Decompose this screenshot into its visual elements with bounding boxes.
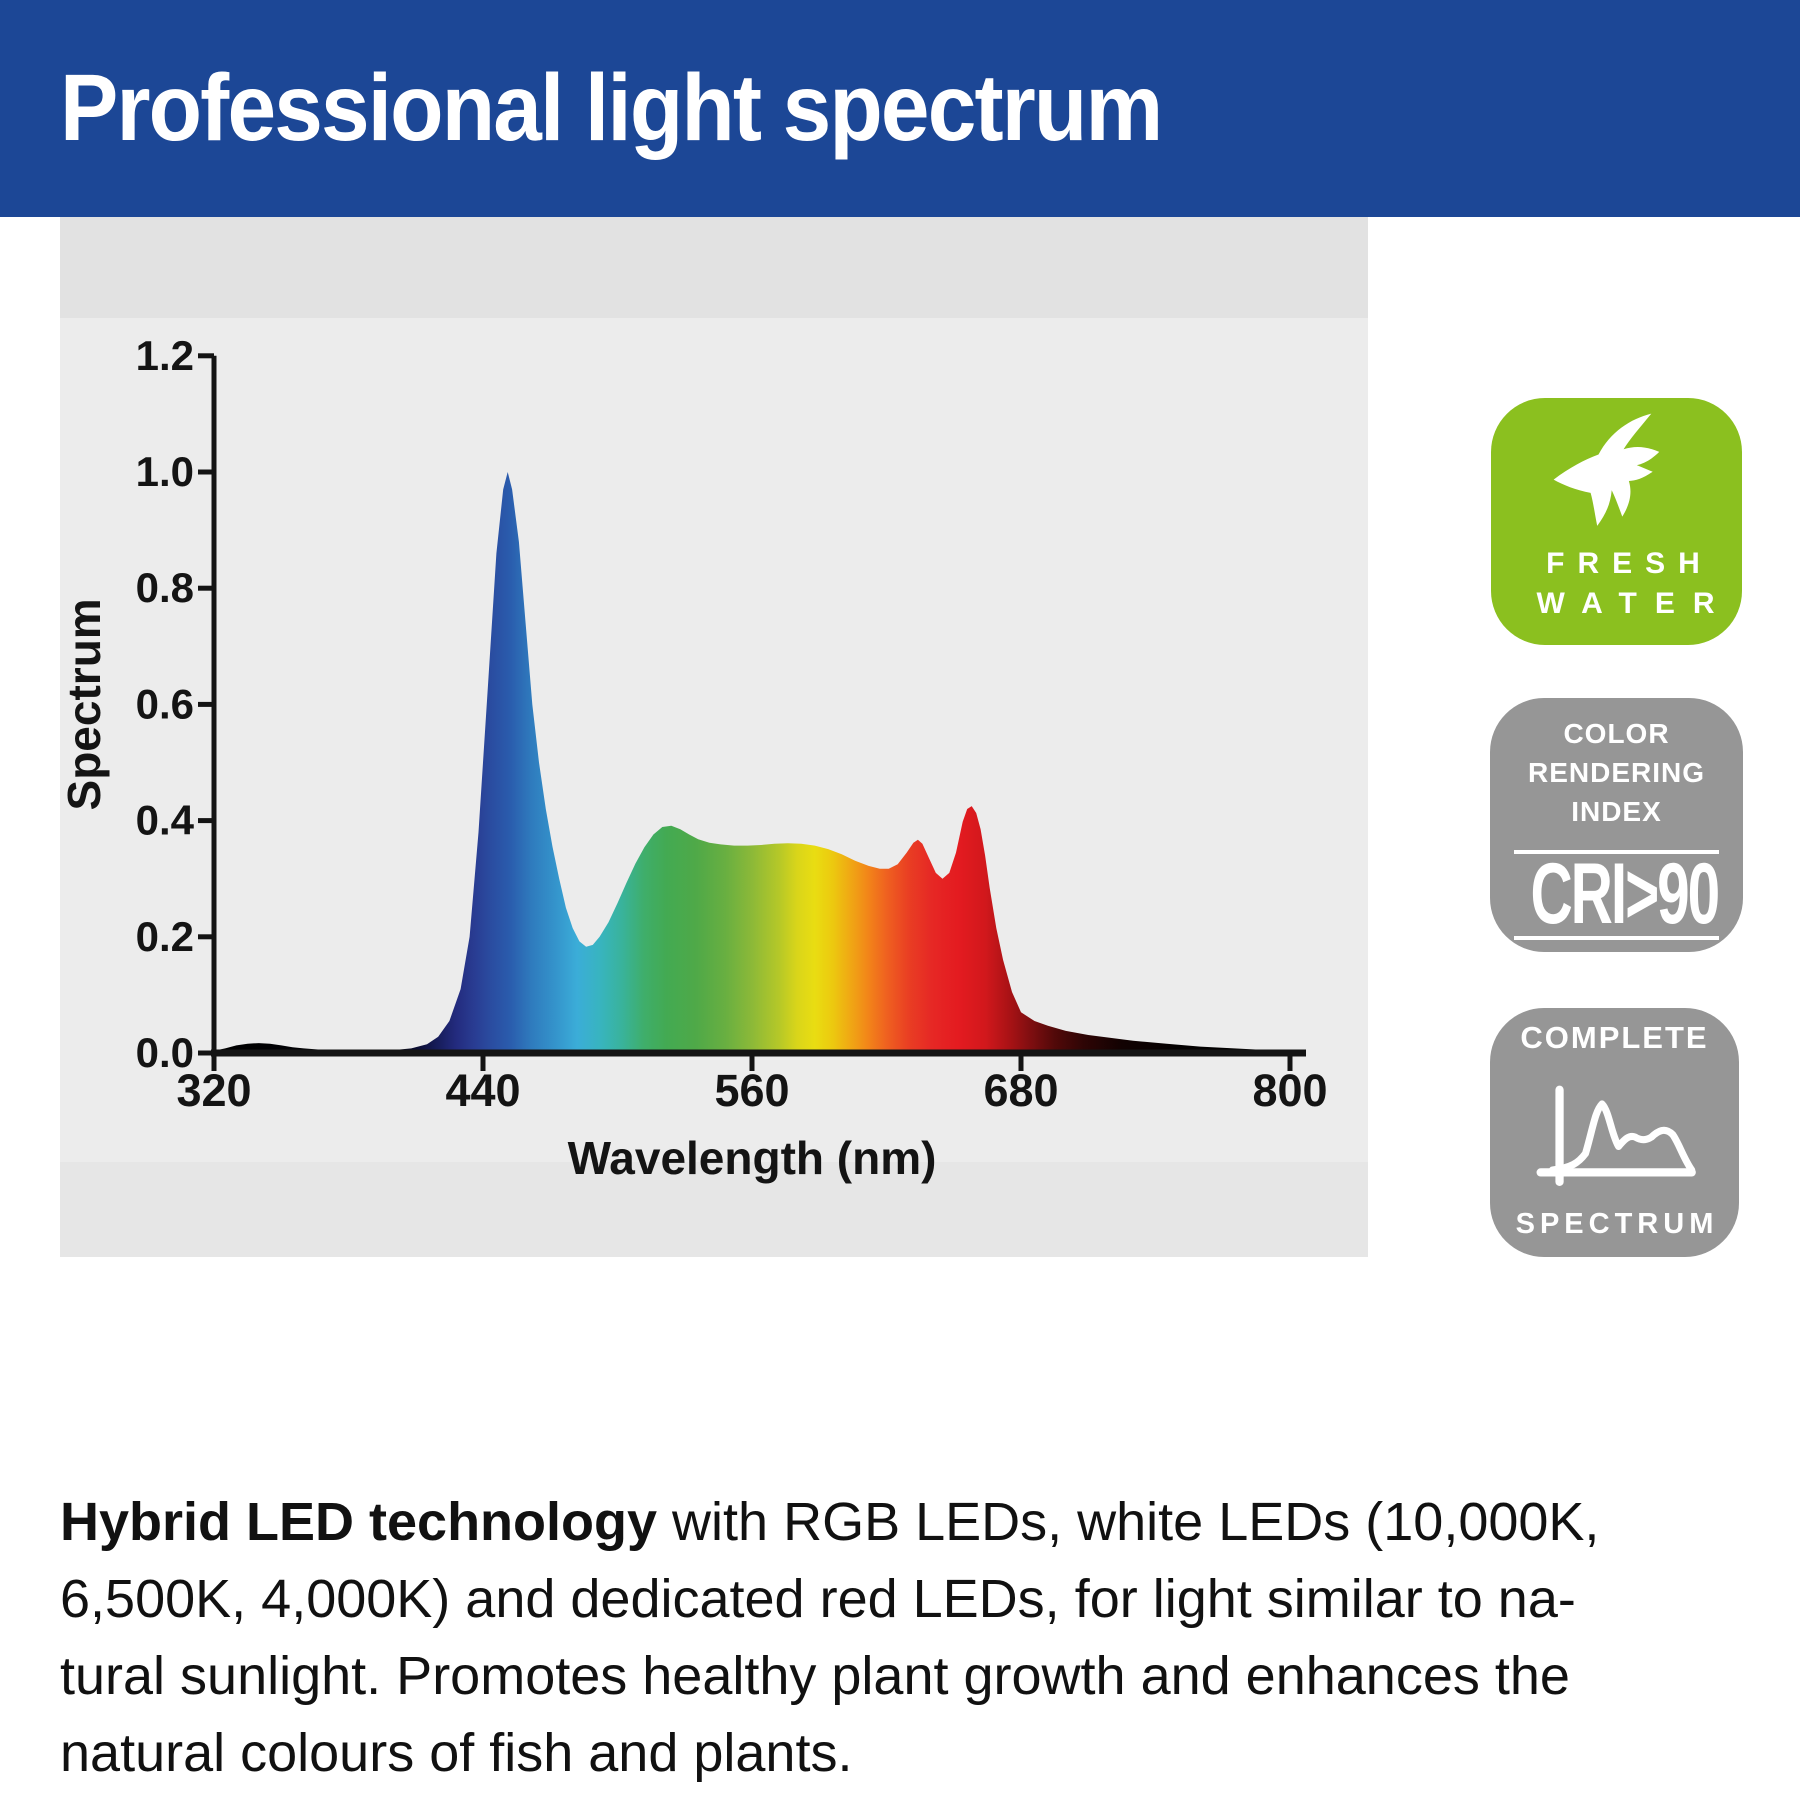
description-paragraph: Hybrid LED technology with RGB LEDs, whi…: [60, 1484, 1760, 1792]
spectrum-curve-icon: [1536, 1085, 1696, 1186]
cri-header-line: COLOR: [1563, 718, 1670, 749]
svg-text:800: 800: [1252, 1065, 1327, 1116]
cri-header-line: INDEX: [1571, 796, 1662, 827]
svg-text:320: 320: [176, 1065, 251, 1116]
svg-text:560: 560: [714, 1065, 789, 1116]
svg-text:1.2: 1.2: [136, 332, 194, 379]
fresh-water-badge: FRESH WATER: [1491, 398, 1742, 645]
svg-text:0.2: 0.2: [136, 913, 194, 960]
panel-bottom-band: [60, 1162, 1368, 1257]
svg-text:Spectrum: Spectrum: [60, 598, 110, 810]
spectrum-chart: 0.0 0.2 0.4 0.6 0.8 1.0 1.2 320 440 560 680 800 Wave…: [60, 332, 1328, 1184]
cri-badge-header: COLOR RENDERING INDEX: [1490, 714, 1743, 831]
svg-text:Wavelength (nm): Wavelength (nm): [568, 1132, 937, 1184]
paragraph-bold-lead: Hybrid LED technology: [60, 1492, 658, 1552]
paragraph-line: natural colours of fish and plants.: [60, 1723, 853, 1783]
panel-top-band: [60, 217, 1368, 318]
cri-divider-top: [1514, 850, 1719, 854]
cri-value: CRI>90: [1530, 846, 1720, 942]
cri-divider-bottom: [1514, 936, 1719, 940]
svg-text:440: 440: [445, 1065, 520, 1116]
cri-header-line: RENDERING: [1527, 757, 1705, 788]
angelfish-icon: [1553, 413, 1659, 526]
svg-text:0.6: 0.6: [136, 680, 194, 727]
fresh-water-label-line1: FRESH: [1546, 547, 1713, 580]
page-title: Professional light spectrum: [60, 55, 1163, 161]
svg-text:0.0: 0.0: [136, 1029, 194, 1076]
complete-spectrum-badge: COMPLETE SPECTRUM: [1490, 1008, 1739, 1257]
svg-text:680: 680: [983, 1065, 1058, 1116]
svg-text:0.4: 0.4: [136, 797, 195, 844]
header-banner: Professional light spectrum: [0, 0, 1800, 217]
spectrum-label: SPECTRUM: [1515, 1208, 1719, 1240]
svg-text:1.0: 1.0: [136, 448, 194, 495]
fresh-water-label-line2: WATER: [1536, 587, 1733, 620]
complete-label: COMPLETE: [1520, 1020, 1709, 1055]
paragraph-line: tural sunlight. Promotes healthy plant g…: [60, 1646, 1570, 1706]
cri-badge: COLOR RENDERING INDEX CRI>90: [1490, 698, 1743, 952]
chart-panel: 0.0 0.2 0.4 0.6 0.8 1.0 1.2 320 440 560 680 800 Wave…: [60, 217, 1368, 1257]
paragraph-line: 6,500K, 4,000K) and dedicated red LEDs, …: [60, 1569, 1576, 1629]
paragraph-line: with RGB LEDs, white LEDs (10,000K,: [657, 1492, 1600, 1552]
svg-text:0.8: 0.8: [136, 564, 194, 611]
